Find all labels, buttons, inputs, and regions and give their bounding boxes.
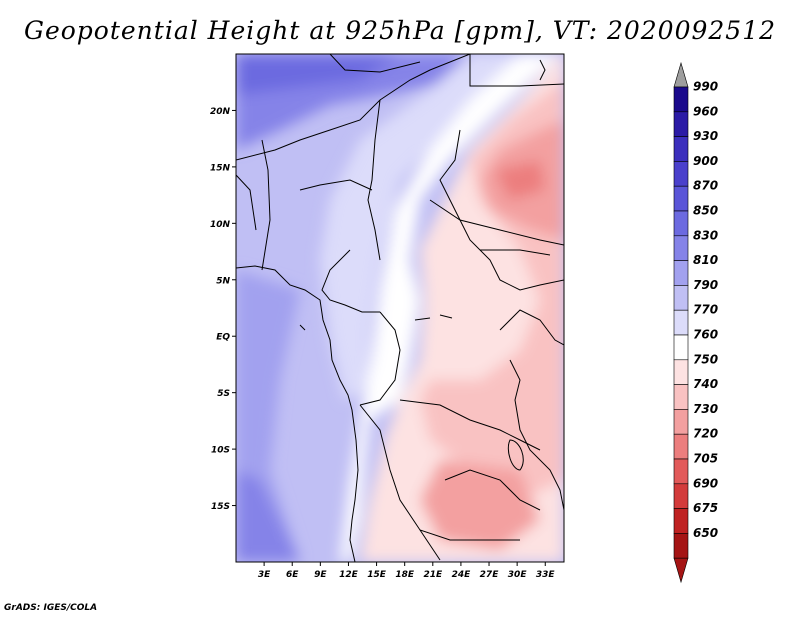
colorbar-label: 960 [693,104,718,118]
colorbar-swatch [673,210,689,237]
lat-tick-label: 10N [210,220,231,230]
lon-tick-label: 3E [258,570,271,580]
colorbar-label: 870 [693,179,718,193]
colorbar-label: 730 [693,402,718,416]
lat-tick-label: EQ [216,333,230,343]
colorbar-label: 770 [693,303,718,317]
lon-tick-label: 6E [286,570,299,580]
colorbar-swatch [673,359,689,385]
colorbar-swatch [673,136,689,162]
colorbar-label: 850 [693,204,718,218]
lat-tick-label: 10S [211,446,230,456]
colorbar-swatch [673,334,689,361]
latitude-axis: 20N 15N 10N 5N EQ 5S 10S 15S [210,107,236,512]
colorbar-label: 930 [693,129,718,143]
colorbar-label: 740 [693,377,718,391]
lon-tick-label: 9E [314,570,327,580]
colorbar-label: 690 [693,476,718,490]
colorbar-label: 900 [693,154,718,168]
colorbar-swatch [673,384,689,410]
colorbar-bottom-arrow [673,557,689,584]
height-field [236,54,564,562]
colorbar-label: 790 [693,278,718,292]
colorbar-label: 750 [693,352,718,366]
lat-tick-label: 15N [210,163,231,173]
colorbar-swatch [673,260,689,286]
colorbar-label: 760 [693,328,718,342]
colorbar-label: 720 [693,427,718,441]
lon-tick-label: 33E [536,570,556,580]
lat-tick-label: 20N [210,107,231,117]
colorbar-swatch [673,185,689,212]
colorbar-swatch [673,483,689,509]
lon-tick-label: 21E [423,570,443,580]
map-title: Geopotential Height at 925hPa [gpm], VT:… [23,16,777,45]
colorbar-label: 810 [693,253,718,267]
colorbar-label: 990 [693,80,718,94]
colorbar-swatch [673,285,689,311]
country-borders [236,54,564,562]
colorbar-top-arrow [673,61,689,88]
colorbar-swatch [673,409,689,435]
colorbar-swatch [673,458,689,485]
colorbar-label: 830 [693,228,718,242]
colorbar-swatch [673,433,689,460]
lon-tick-label: 12E [339,570,359,580]
colorbar-swatch [673,309,689,336]
colorbar-swatch [673,235,689,261]
colorbar-swatch [673,508,689,534]
colorbar-swatch [673,111,689,137]
lon-tick-label: 15E [367,570,387,580]
colorbar-swatch [673,161,689,187]
colorbar-swatch [673,533,689,559]
lat-tick-label: 5N [216,276,230,286]
grads-credit: GrADS: IGES/COLA [4,603,98,613]
colorbar: 990 960 930 900 870 850 830 810 790 770 760 750 740 7… [673,61,718,584]
colorbar-label: 650 [693,526,718,540]
colorbar-label: 675 [693,501,718,515]
lat-tick-label: 15S [211,502,230,512]
map-frame [235,53,565,563]
longitude-axis: 3E 6E 9E 12E 15E 18E 21E 24E 27E 30E 33E [258,562,556,580]
lon-tick-label: 30E [508,570,528,580]
lon-tick-label: 18E [395,570,415,580]
lon-tick-label: 27E [480,570,500,580]
colorbar-label: 705 [693,452,718,466]
colorbar-swatch [673,86,689,113]
lon-tick-label: 24E [452,570,472,580]
lat-tick-label: 5S [217,389,230,399]
